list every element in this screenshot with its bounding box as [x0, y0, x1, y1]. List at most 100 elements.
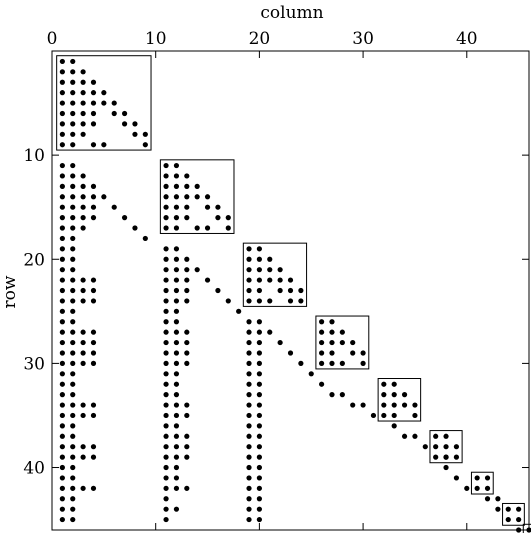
- data-point: [246, 277, 252, 283]
- data-point: [163, 454, 169, 460]
- data-point: [256, 412, 262, 419]
- data-point: [80, 110, 86, 117]
- data-point: [173, 194, 180, 200]
- data-point: [256, 402, 262, 408]
- data-point: [350, 350, 356, 356]
- data-point: [80, 194, 86, 200]
- data-point: [59, 308, 65, 314]
- data-point: [256, 371, 262, 377]
- x-tick-label: 10: [145, 29, 167, 49]
- data-point: [184, 215, 190, 221]
- data-point: [163, 319, 169, 325]
- ticks-layer: 0 10 20 30 40 10 20 30 40: [23, 29, 529, 530]
- data-point: [70, 402, 76, 408]
- data-point: [90, 110, 97, 117]
- data-point: [370, 412, 377, 419]
- data-point: [391, 381, 397, 387]
- data-point: [173, 402, 180, 408]
- data-point: [246, 267, 252, 273]
- data-point: [350, 402, 356, 408]
- data-point: [256, 298, 262, 304]
- x-tick-label: 0: [47, 29, 58, 49]
- data-point: [121, 121, 128, 127]
- data-point: [90, 287, 97, 294]
- data-point: [401, 402, 408, 408]
- data-point: [173, 360, 180, 366]
- data-point: [204, 277, 211, 283]
- data-point: [256, 464, 262, 471]
- data-point: [70, 412, 76, 419]
- data-point: [329, 329, 335, 335]
- data-point: [173, 329, 180, 335]
- data-point: [80, 131, 86, 137]
- data-point: [70, 475, 76, 481]
- data-point: [163, 381, 169, 387]
- data-point: [163, 287, 169, 294]
- data-point: [412, 433, 418, 439]
- data-point: [70, 454, 76, 460]
- data-point: [59, 183, 65, 189]
- data-point: [163, 267, 169, 273]
- data-point: [267, 277, 273, 283]
- data-point: [70, 277, 76, 283]
- data-point: [256, 350, 262, 356]
- data-point: [59, 277, 65, 283]
- data-point: [256, 506, 262, 512]
- data-point: [246, 433, 252, 439]
- data-point: [163, 256, 169, 262]
- data-point: [339, 339, 345, 346]
- data-point: [163, 392, 169, 398]
- x-tick-label: 40: [456, 29, 478, 49]
- y-tick-label: 30: [23, 354, 45, 374]
- data-point: [59, 162, 65, 169]
- data-point: [163, 412, 169, 419]
- data-point: [80, 204, 86, 210]
- data-point: [319, 329, 325, 335]
- data-point: [70, 194, 76, 200]
- data-point: [59, 131, 65, 137]
- data-point: [59, 444, 65, 450]
- data-point: [173, 371, 180, 377]
- data-point: [184, 183, 190, 189]
- data-point: [163, 183, 169, 189]
- data-point: [184, 350, 190, 356]
- data-point: [163, 277, 169, 283]
- data-point: [246, 412, 252, 419]
- data-point: [215, 215, 221, 221]
- data-point: [173, 308, 180, 314]
- data-point: [516, 506, 522, 512]
- data-point: [59, 267, 65, 273]
- data-point: [256, 381, 262, 387]
- diagonal-block-8: [502, 502, 525, 526]
- data-point: [59, 225, 65, 231]
- data-point: [319, 381, 325, 387]
- data-point: [256, 329, 262, 335]
- data-point: [132, 121, 138, 127]
- data-point: [256, 287, 262, 294]
- data-point: [70, 90, 76, 96]
- data-point: [401, 392, 408, 398]
- data-point: [80, 360, 86, 366]
- data-point: [204, 194, 211, 200]
- data-point: [80, 287, 86, 294]
- data-point: [59, 256, 65, 262]
- data-point: [256, 392, 262, 398]
- data-point: [90, 412, 97, 419]
- data-point: [184, 485, 190, 491]
- data-point: [173, 225, 180, 231]
- data-point: [163, 329, 169, 335]
- data-point: [163, 485, 169, 491]
- data-point: [90, 339, 97, 346]
- data-point: [277, 287, 283, 294]
- data-point: [277, 267, 283, 273]
- data-point: [350, 339, 356, 346]
- data-point: [194, 183, 200, 189]
- data-point: [70, 69, 76, 75]
- data-point: [142, 131, 148, 137]
- data-point: [194, 194, 200, 200]
- data-point: [443, 444, 449, 450]
- diagonal-block-9: [522, 523, 531, 533]
- data-point: [70, 287, 76, 294]
- data-point: [163, 162, 169, 169]
